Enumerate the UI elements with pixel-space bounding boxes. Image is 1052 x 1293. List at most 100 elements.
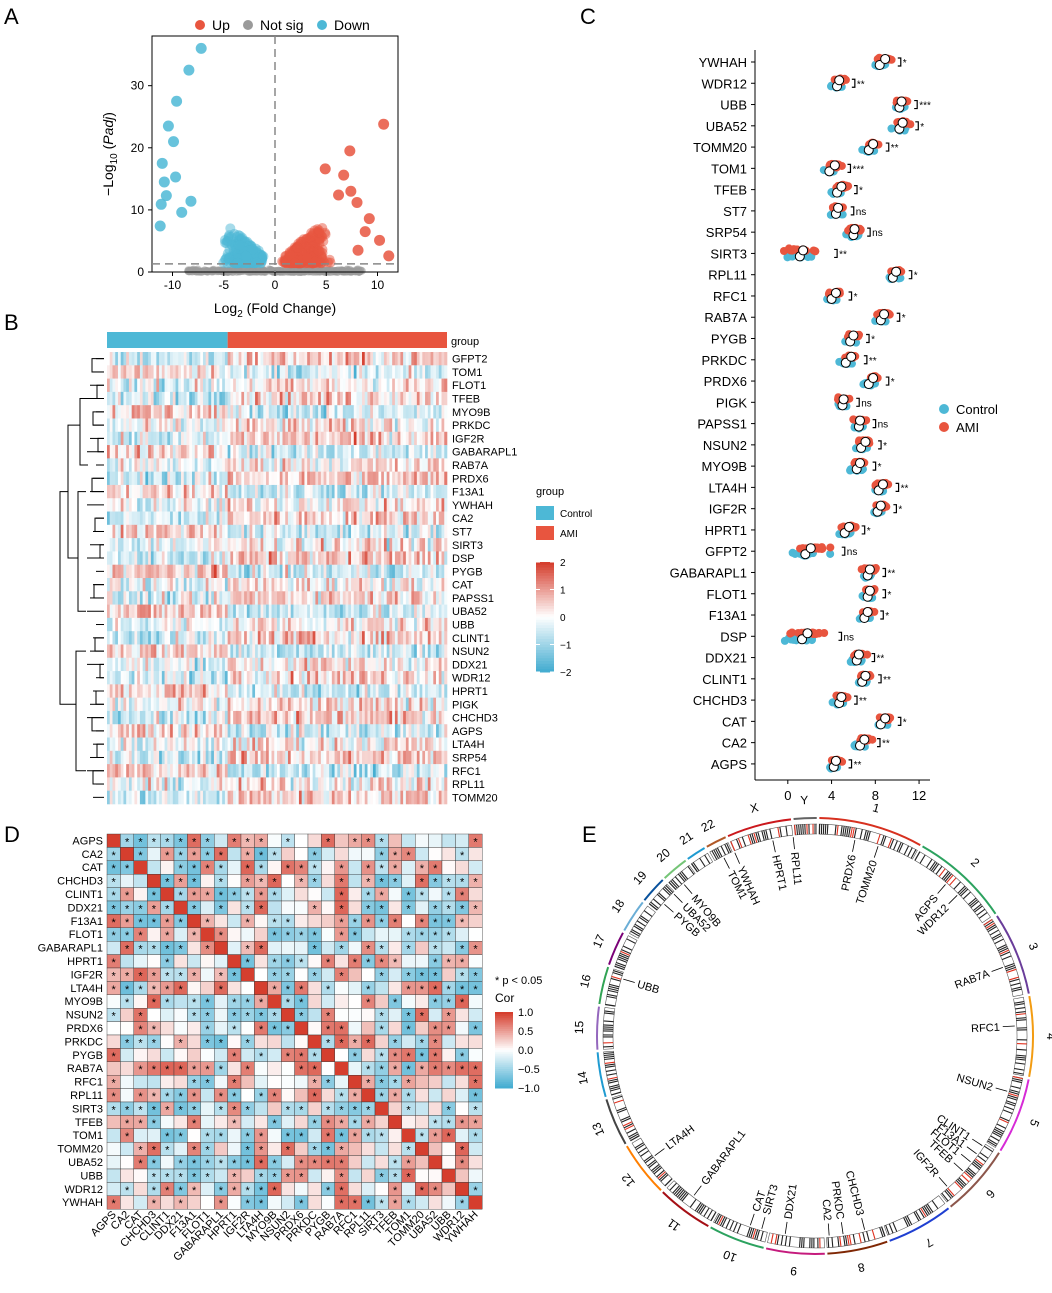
heatmap-cell <box>235 498 239 512</box>
heatmap-cell <box>394 418 398 433</box>
heatmap-cell <box>309 737 313 752</box>
heatmap-cell <box>123 484 127 499</box>
heatmap-cell <box>227 551 231 566</box>
heatmap-cell <box>266 391 270 406</box>
heatmap-cell <box>137 418 141 433</box>
heatmap-cell <box>342 352 346 366</box>
heatmap-cell <box>419 750 423 765</box>
heatmap-cell <box>189 657 193 672</box>
heatmap-cell <box>438 564 442 579</box>
heatmap-cell <box>381 445 385 459</box>
heatmap-cell <box>186 710 190 725</box>
heatmap-cell <box>222 750 226 765</box>
heatmap-cell <box>416 498 420 512</box>
heatmap-cell <box>367 458 371 472</box>
heatmap-cell <box>142 657 146 672</box>
heatmap-cell <box>444 378 448 393</box>
heatmap-cell <box>213 710 217 725</box>
heatmap-cell <box>353 684 357 698</box>
heatmap-cell <box>211 578 215 592</box>
heatmap-cell <box>329 458 333 472</box>
heatmap-cell <box>257 657 261 672</box>
heatmap-cell <box>172 458 176 472</box>
heatmap-cell <box>383 750 387 765</box>
heatmap-cell <box>153 578 157 592</box>
heatmap-cell <box>309 591 313 605</box>
heatmap-cell <box>208 471 212 486</box>
heatmap-cell <box>323 710 327 725</box>
heatmap-cell <box>175 777 179 792</box>
heatmap-cell <box>298 631 302 645</box>
heatmap-cell <box>422 538 426 552</box>
heatmap-cell <box>219 750 223 765</box>
heatmap-cell <box>430 578 434 592</box>
heatmap-cell <box>293 551 297 566</box>
heatmap-cell <box>192 737 196 752</box>
heatmap-cell <box>142 405 146 419</box>
heatmap-cell <box>436 604 440 619</box>
heatmap-cell <box>279 737 283 752</box>
heatmap-cell <box>194 564 198 579</box>
heatmap-cell <box>405 671 409 685</box>
heatmap-cell <box>444 405 448 419</box>
heatmap-cell <box>150 458 154 472</box>
heatmap-cell <box>178 471 182 486</box>
heatmap-cell <box>307 352 311 366</box>
heatmap-cell <box>392 378 396 393</box>
heatmap-cell <box>178 737 182 752</box>
heatmap-cell <box>356 551 360 566</box>
heatmap-cell <box>257 538 261 552</box>
heatmap-cell <box>137 604 141 619</box>
heatmap-cell <box>359 750 363 765</box>
heatmap-cell <box>115 750 119 765</box>
heatmap-cell <box>414 764 418 778</box>
heatmap-cell <box>194 617 198 632</box>
heatmap-cell <box>356 471 360 486</box>
heatmap-cell <box>282 458 286 472</box>
heatmap-cell <box>419 604 423 619</box>
heatmap-cell <box>337 591 341 605</box>
heatmap-cell <box>131 498 135 512</box>
heatmap-cell <box>126 777 130 792</box>
heatmap-cell <box>381 458 385 472</box>
heatmap-cell <box>181 750 185 765</box>
heatmap-cell <box>200 538 204 552</box>
heatmap-cell <box>175 564 179 579</box>
heatmap-cell <box>170 445 174 459</box>
heatmap-cell <box>222 737 226 752</box>
heatmap-cell <box>178 764 182 778</box>
heatmap-cell <box>128 644 132 659</box>
heatmap-cell <box>403 631 407 645</box>
heatmap-cell <box>252 737 256 752</box>
heatmap-cell <box>351 631 355 645</box>
heatmap-cell <box>115 737 119 752</box>
heatmap-cell <box>359 657 363 672</box>
heatmap-cell <box>359 551 363 566</box>
heatmap-cell <box>389 365 393 379</box>
heatmap-cell <box>123 617 127 632</box>
heatmap-cell <box>134 578 138 592</box>
heatmap-cell <box>364 458 368 472</box>
heatmap-cell <box>378 524 382 539</box>
heatmap-cell <box>337 431 341 446</box>
heatmap-cell <box>282 551 286 566</box>
heatmap-cell <box>139 684 143 698</box>
heatmap-cell <box>205 564 209 579</box>
heatmap-cell <box>353 591 357 605</box>
heatmap-cell <box>181 578 185 592</box>
heatmap-cell <box>107 777 111 792</box>
heatmap-cell <box>233 737 237 752</box>
heatmap-cell <box>120 511 124 526</box>
heatmap-cell <box>337 671 341 685</box>
heatmap-cell <box>249 365 253 379</box>
heatmap-cell <box>109 378 113 393</box>
heatmap-cell <box>197 657 201 672</box>
heatmap-cell <box>444 697 448 712</box>
heatmap-cell <box>320 551 324 566</box>
heatmap-cell <box>183 777 187 792</box>
heatmap-cell <box>425 524 429 539</box>
heatmap-cell <box>252 524 256 539</box>
heatmap-cell <box>419 471 423 486</box>
heatmap-cell <box>405 710 409 725</box>
heatmap-cell <box>164 471 168 486</box>
